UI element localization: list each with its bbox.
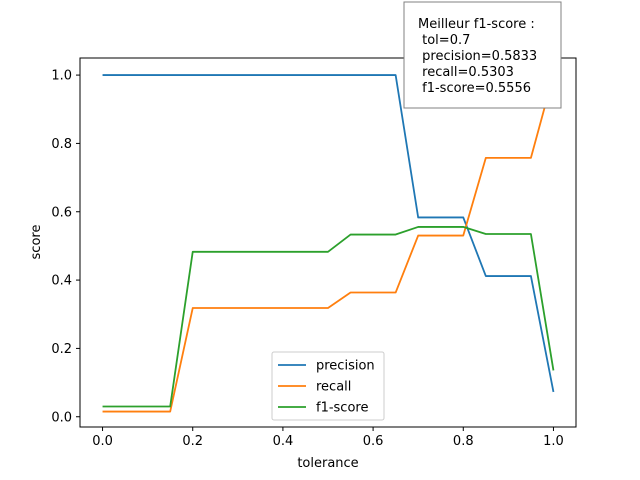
legend: precision recall f1-score: [271, 351, 385, 421]
annotation-line: precision=0.5833: [418, 49, 537, 64]
legend-label-f1-score: f1-score: [316, 401, 368, 416]
x-tick-label: 0.8: [453, 434, 474, 449]
y-tick-label: 0.4: [51, 274, 72, 289]
annotation-box: [403, 1, 562, 109]
y-axis-label: score: [29, 225, 44, 260]
legend-box: [271, 351, 385, 421]
y-tick-label: 0.2: [51, 342, 72, 357]
y-tick-label: 0.8: [51, 137, 72, 152]
y-tick-label: 0.6: [51, 205, 72, 220]
legend-label-precision: precision: [316, 359, 375, 374]
series-line-recall: [102, 74, 555, 413]
series-line-precision: [102, 74, 555, 393]
x-tick-label: 0.2: [182, 434, 203, 449]
x-axis-label: tolerance: [297, 456, 358, 471]
y-axis-ticks: 0.0 0.2 0.4 0.6 0.8 1.0: [51, 69, 80, 425]
x-tick-label: 1.0: [543, 434, 564, 449]
best-f1-annotation: Meilleur f1-score : tol=0.7 precision=0.…: [403, 1, 562, 109]
y-tick-label: 0.0: [51, 410, 72, 425]
x-axis-ticks: 0.0 0.2 0.4 0.6 0.8 1.0: [92, 427, 564, 449]
x-tick-label: 0.4: [273, 434, 294, 449]
annotation-line: tol=0.7: [418, 33, 470, 48]
x-tick-label: 0.0: [92, 434, 113, 449]
legend-label-recall: recall: [316, 380, 351, 395]
plot-frame: [79, 57, 577, 428]
series-line-f1-score: [102, 226, 555, 408]
annotation-line: recall=0.5303: [418, 65, 514, 80]
annotation-line: f1-score=0.5556: [418, 81, 531, 96]
y-tick-label: 1.0: [51, 69, 72, 84]
annotation-line: Meilleur f1-score :: [418, 17, 535, 32]
series-lines: [102, 74, 555, 413]
x-tick-label: 0.6: [363, 434, 384, 449]
